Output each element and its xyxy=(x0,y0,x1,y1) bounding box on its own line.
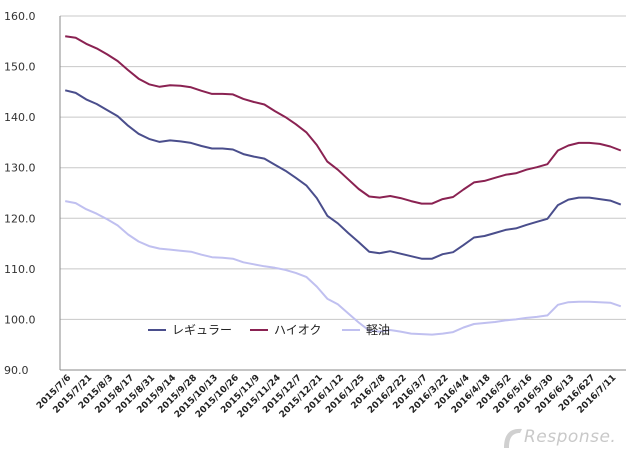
y-axis-ticks: 90.0 100.0 110.0 120.0 130.0 140.0 150.0 160.0 xyxy=(4,10,36,377)
series-line-0 xyxy=(64,89,622,260)
y-tick-label: 120.0 xyxy=(4,212,36,225)
legend: レギュラー ハイオク 軽油 xyxy=(148,323,390,337)
y-tick-label: 90.0 xyxy=(4,364,29,377)
series-lines xyxy=(64,35,622,336)
watermark-text: Response. xyxy=(524,427,617,447)
grid xyxy=(59,15,626,371)
series-line-2 xyxy=(65,200,622,336)
y-tick-label: 130.0 xyxy=(4,162,36,175)
legend-label: ハイオク xyxy=(274,323,322,337)
legend-label: レギュラー xyxy=(172,323,232,337)
y-tick-label: 100.0 xyxy=(4,313,36,326)
response-logo-icon xyxy=(504,428,522,448)
legend-label: 軽油 xyxy=(366,323,390,337)
y-tick-label: 110.0 xyxy=(4,263,36,276)
y-tick-label: 140.0 xyxy=(4,111,36,124)
response-watermark: Response. xyxy=(502,425,622,451)
series-line-1 xyxy=(65,35,622,205)
y-tick-label: 150.0 xyxy=(4,61,36,74)
y-tick-label: 160.0 xyxy=(4,10,36,23)
